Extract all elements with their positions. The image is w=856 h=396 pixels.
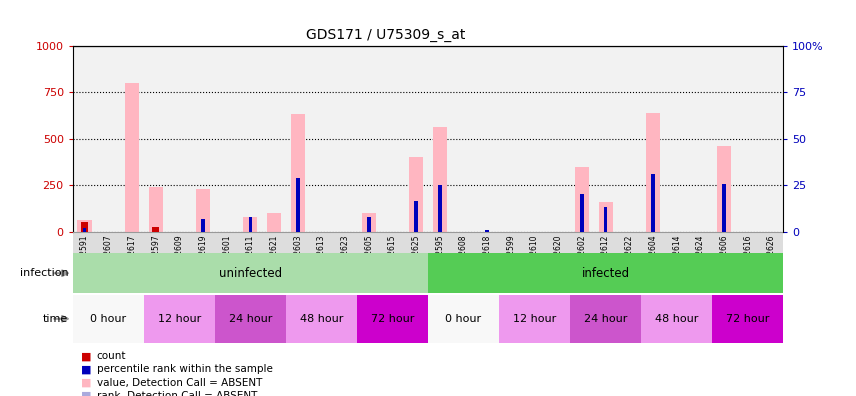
Bar [367,217,371,232]
Text: infected: infected [581,267,630,280]
Bar [196,189,210,232]
Bar [603,207,608,232]
Bar [215,295,286,343]
Bar [243,217,258,232]
Text: 72 hour: 72 hour [371,314,414,324]
Bar [712,295,783,343]
Bar [409,157,423,232]
Bar [149,187,163,232]
Text: count: count [97,351,126,362]
Text: uninfected: uninfected [219,267,282,280]
Bar [570,295,641,343]
Bar [144,295,215,343]
Text: 0 hour: 0 hour [90,314,127,324]
Text: 72 hour: 72 hour [726,314,770,324]
Text: infection: infection [20,268,68,278]
Bar [485,230,489,232]
Bar [438,185,442,232]
Bar [598,202,613,232]
Bar [267,213,281,232]
Bar [291,114,305,232]
Bar [125,83,139,232]
Text: ■: ■ [81,377,92,388]
Text: time: time [44,314,68,324]
Bar [722,184,726,232]
Bar [428,253,783,293]
Bar [414,201,418,232]
Text: 24 hour: 24 hour [229,314,272,324]
Text: 12 hour: 12 hour [513,314,556,324]
Bar [646,112,660,232]
Bar [78,221,92,232]
Text: percentile rank within the sample: percentile rank within the sample [97,364,272,375]
Bar [201,219,205,232]
Bar [73,295,144,343]
Text: 0 hour: 0 hour [445,314,482,324]
Text: ■: ■ [81,351,92,362]
Text: 24 hour: 24 hour [584,314,627,324]
Text: 48 hour: 48 hour [300,314,343,324]
Text: 48 hour: 48 hour [655,314,698,324]
Bar [248,217,253,232]
Text: ■: ■ [81,364,92,375]
Bar [357,295,428,343]
Text: ■: ■ [81,390,92,396]
Bar [499,295,570,343]
Text: value, Detection Call = ABSENT: value, Detection Call = ABSENT [97,377,262,388]
Bar [641,295,712,343]
Text: rank, Detection Call = ABSENT: rank, Detection Call = ABSENT [97,390,257,396]
Bar [152,227,159,232]
Text: GDS171 / U75309_s_at: GDS171 / U75309_s_at [306,28,465,42]
Text: 12 hour: 12 hour [158,314,201,324]
Bar [296,178,300,232]
Bar [81,222,88,232]
Bar [83,228,86,232]
Bar [433,128,447,232]
Bar [428,295,499,343]
Bar [73,253,428,293]
Bar [575,166,589,232]
Bar [286,295,357,343]
Bar [651,174,655,232]
Bar [580,194,584,232]
Bar [717,146,731,232]
Bar [362,213,376,232]
